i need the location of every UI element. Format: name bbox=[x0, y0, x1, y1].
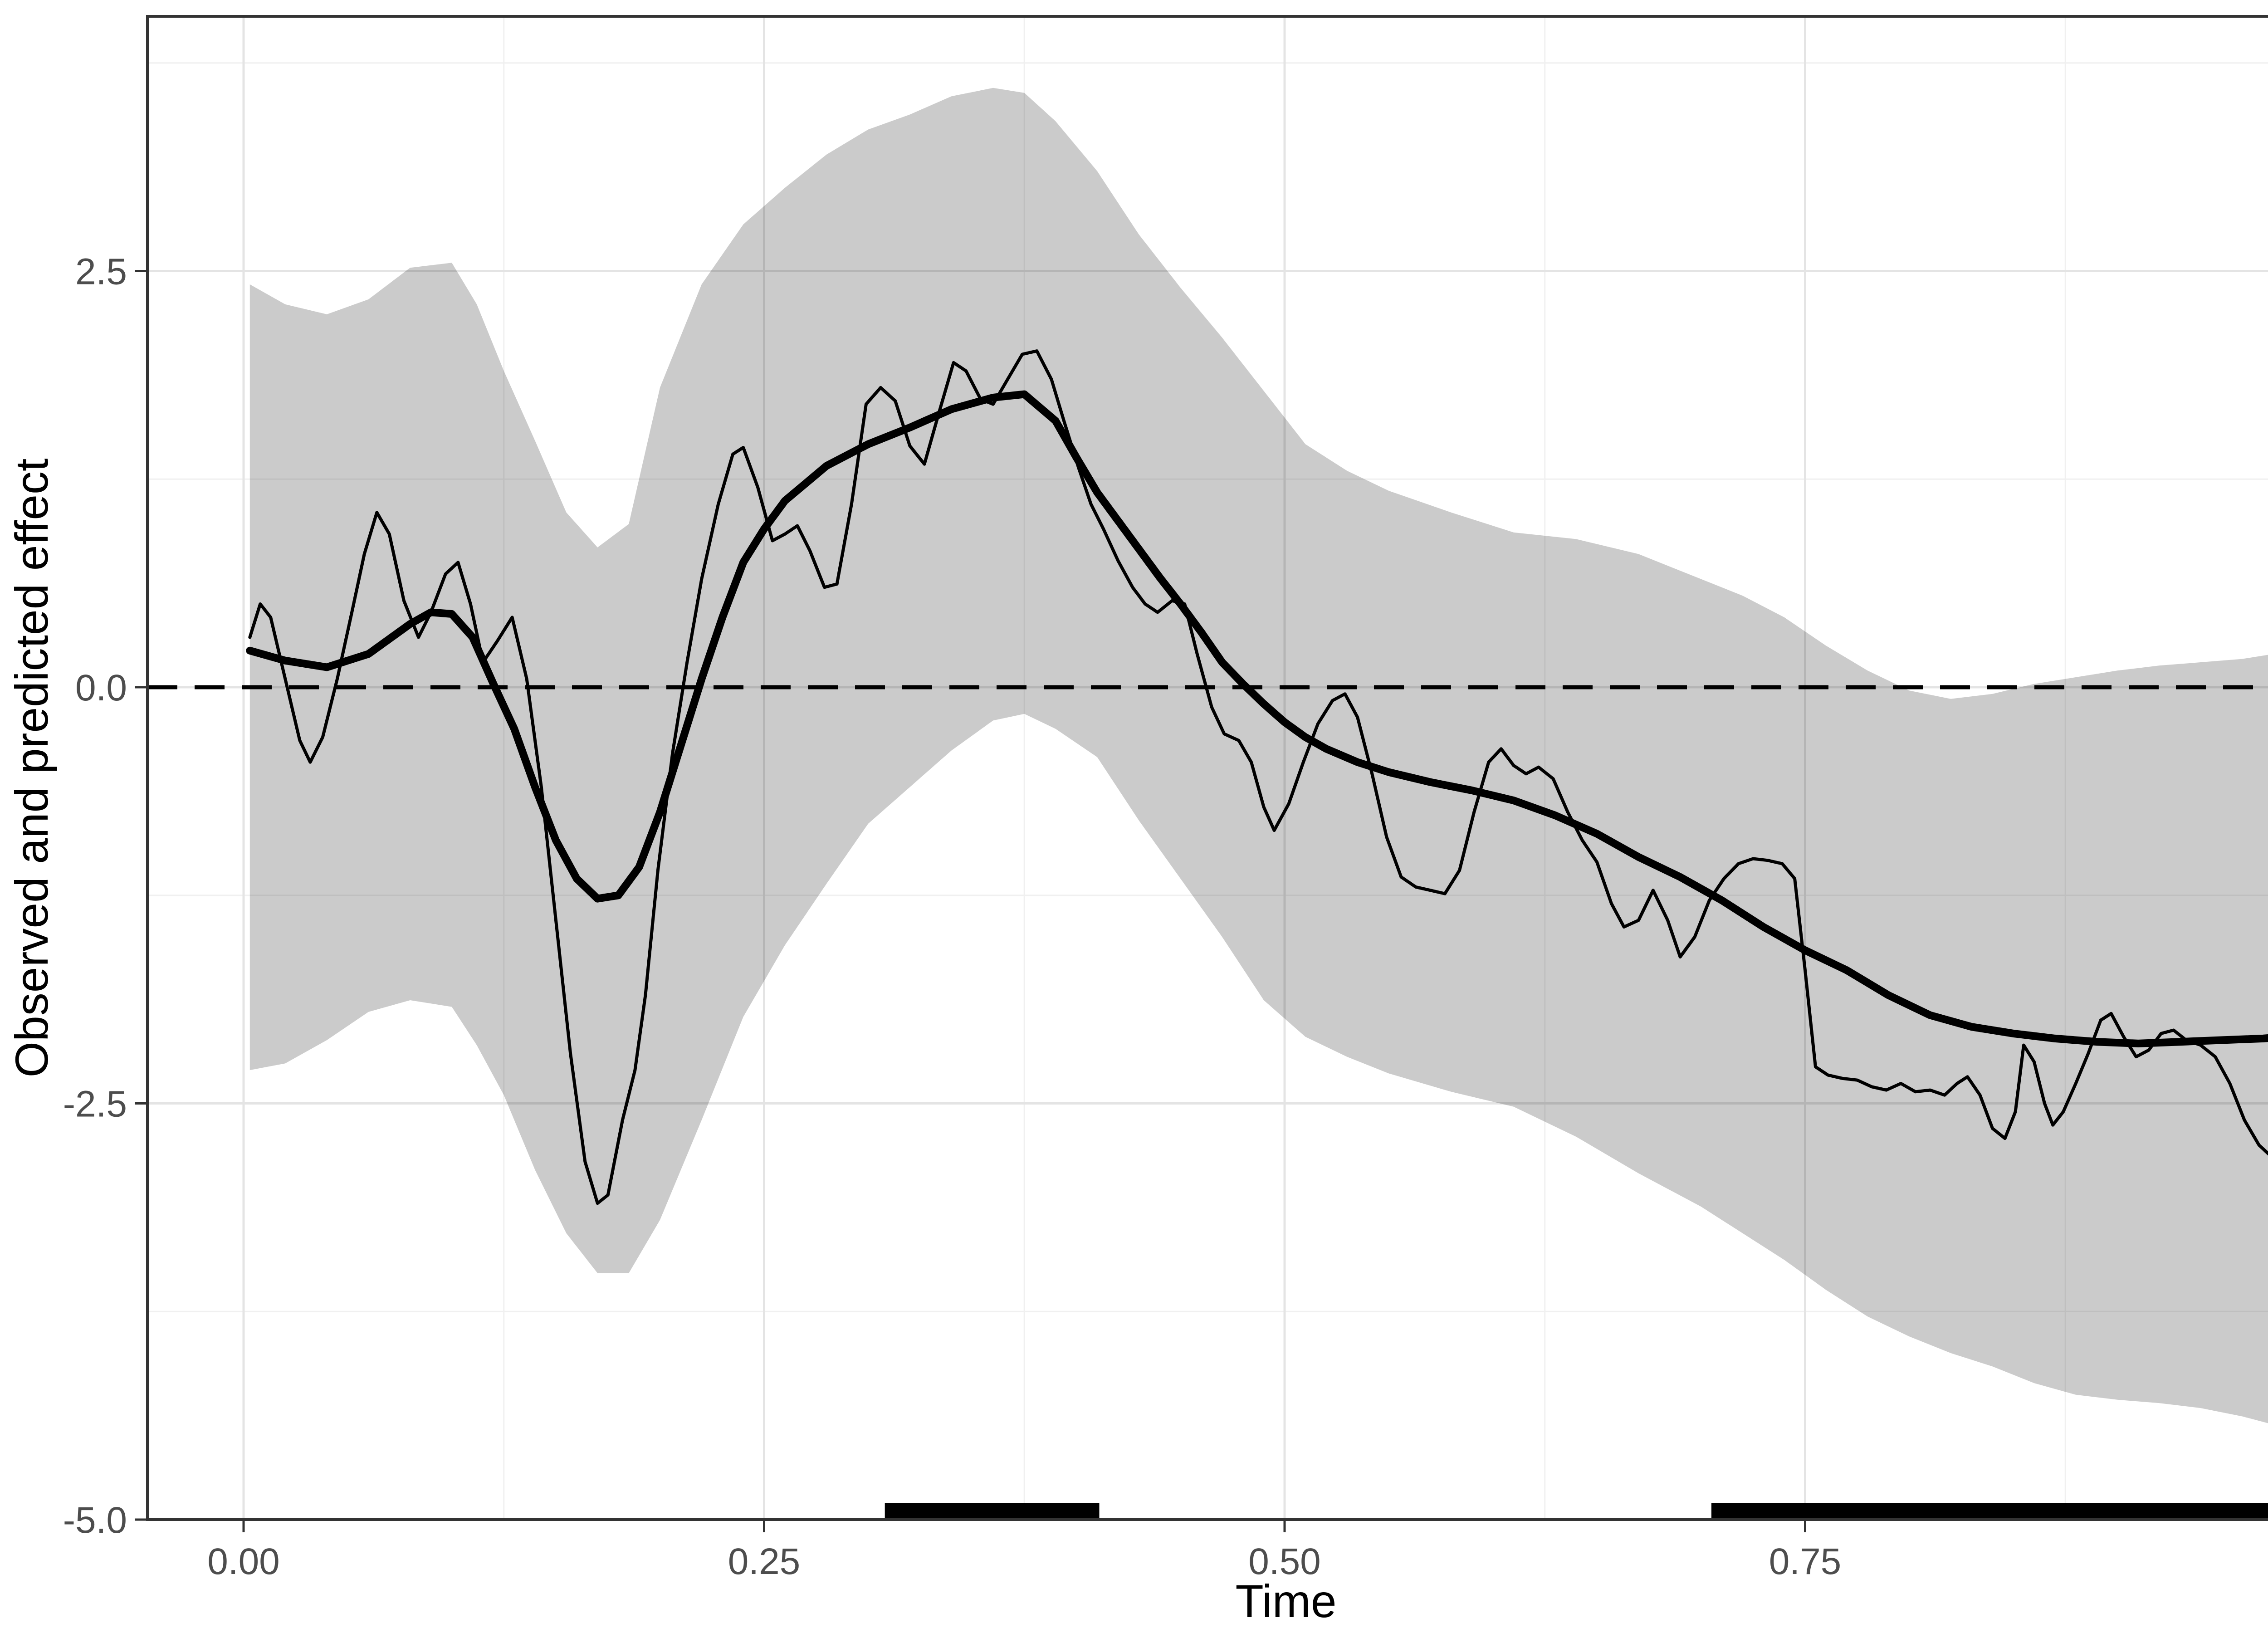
y-axis-title: Observed and predicted effect bbox=[6, 459, 58, 1078]
significance-bar bbox=[1711, 1503, 2268, 1520]
significance-bars bbox=[885, 1503, 2268, 1520]
panel-border bbox=[146, 15, 2268, 1521]
observed-line bbox=[248, 349, 2268, 1205]
x-tick-label: 0.00 bbox=[207, 1541, 280, 1582]
x-tick-label: 0.25 bbox=[728, 1541, 801, 1582]
axis-tick-marks bbox=[135, 270, 1806, 1532]
data-series bbox=[246, 349, 2268, 1205]
x-tick-label: 0.50 bbox=[1248, 1541, 1321, 1582]
y-tick-label: 0.0 bbox=[75, 667, 127, 709]
y-tick-label: 2.5 bbox=[75, 251, 127, 293]
x-tick-label: 0.75 bbox=[1769, 1541, 1842, 1582]
y-tick-label: -2.5 bbox=[63, 1084, 127, 1125]
significance-bar bbox=[885, 1503, 1100, 1520]
axis-tick-labels: 0.000.250.500.751.002.50.0-2.5-5.0 bbox=[63, 251, 1842, 1583]
confidence-ribbon bbox=[249, 88, 2268, 1423]
y-tick-label: -5.0 bbox=[63, 1500, 127, 1541]
confidence-ribbon-area bbox=[249, 88, 2268, 1423]
minor-gridlines bbox=[147, 16, 2268, 1520]
predicted-line bbox=[246, 390, 2268, 1047]
x-axis-title: Time bbox=[1236, 1575, 1337, 1627]
